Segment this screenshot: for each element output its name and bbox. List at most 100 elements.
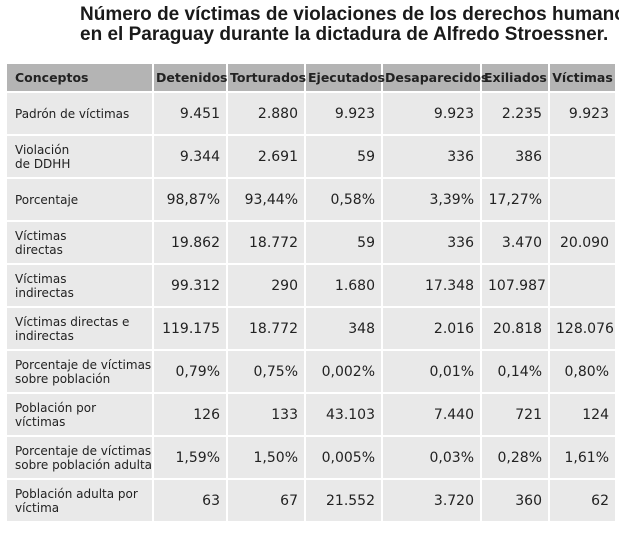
row-label-line: víctimas	[15, 414, 66, 429]
row-label-line: Porcentaje	[15, 192, 79, 207]
row-label-line: Víctimas	[15, 228, 67, 243]
table-cell: 3,39%	[381, 177, 482, 222]
table-row: Violación de DDHH 9.344 2.691 59 336 386	[5, 134, 617, 179]
table-cell: 93,44%	[226, 177, 306, 222]
table-cell	[548, 263, 617, 308]
table-cell: 0,002%	[304, 349, 383, 394]
table-cell: 18.772	[226, 306, 306, 351]
row-label-line: Porcentaje de víctimas	[15, 357, 152, 372]
table-cell: 336	[381, 134, 482, 179]
column-header: Exiliados	[480, 62, 550, 93]
table-cell: 20.090	[548, 220, 617, 265]
row-label: Víctimas directas e indirectas	[5, 306, 154, 351]
column-header: Víctimas	[548, 62, 617, 93]
table-cell: 0,79%	[152, 349, 228, 394]
table-row: Población adulta por víctima 63 67 21.552 3.7…	[5, 478, 617, 523]
table-cell: 9.923	[381, 91, 482, 136]
table-cell: 126	[152, 392, 228, 437]
table-cell	[548, 177, 617, 222]
row-label-line: directas	[15, 242, 63, 257]
table-row: Porcentaje de víctimas sobre población 0,7…	[5, 349, 617, 394]
row-label-line: indirectas	[15, 328, 74, 343]
row-label-line: Población adulta por	[15, 486, 138, 501]
row-label: Padrón de víctimas	[5, 91, 154, 136]
table-cell: 721	[480, 392, 550, 437]
table-row: Porcentaje de víctimas sobre población ad…	[5, 435, 617, 480]
table-row: Víctimas indirectas 99.312 290 1.680 17.348 10…	[5, 263, 617, 308]
table-row: Población por víctimas 126 133 43.103 7.440 72…	[5, 392, 617, 437]
table-cell: 9.344	[152, 134, 228, 179]
table-cell: 9.923	[548, 91, 617, 136]
table-cell: 119.175	[152, 306, 228, 351]
row-label: Víctimas indirectas	[5, 263, 154, 308]
table-cell: 360	[480, 478, 550, 523]
table-cell: 7.440	[381, 392, 482, 437]
table-cell: 1,61%	[548, 435, 617, 480]
row-label-line: Violación	[15, 142, 70, 157]
table-cell: 386	[480, 134, 550, 179]
table-cell: 21.552	[304, 478, 383, 523]
table-cell: 9.923	[304, 91, 383, 136]
table-cell: 0,80%	[548, 349, 617, 394]
header-row: Conceptos Detenidos Torturados Ejecutados De…	[5, 62, 617, 93]
table-cell: 0,005%	[304, 435, 383, 480]
table-cell: 99.312	[152, 263, 228, 308]
table-cell: 0,75%	[226, 349, 306, 394]
table-cell: 67	[226, 478, 306, 523]
row-label: Porcentaje	[5, 177, 154, 222]
row-label-line: de DDHH	[15, 156, 71, 171]
table-cell: 348	[304, 306, 383, 351]
title-line: en el Paraguay durante la dictadura de A…	[80, 24, 609, 45]
row-label-line: Víctimas	[15, 271, 67, 286]
row-label-line: Víctimas directas e	[15, 314, 130, 329]
table-cell: 98,87%	[152, 177, 228, 222]
row-label: Víctimas directas	[5, 220, 154, 265]
table-cell: 107.987	[480, 263, 550, 308]
row-label: Violación de DDHH	[5, 134, 154, 179]
title-line: Número de víctimas de violaciones de los…	[80, 4, 619, 25]
table-cell: 290	[226, 263, 306, 308]
table-cell: 59	[304, 134, 383, 179]
table-cell: 2.691	[226, 134, 306, 179]
table-cell: 17.348	[381, 263, 482, 308]
table-body: Padrón de víctimas 9.451 2.880 9.923 9.923 2.…	[5, 91, 617, 523]
row-label-line: Población por	[15, 400, 97, 415]
table-cell: 0,28%	[480, 435, 550, 480]
table-row: Víctimas directas 19.862 18.772 59 336 3.470 20…	[5, 220, 617, 265]
row-label: Porcentaje de víctimas sobre población	[5, 349, 154, 394]
table-cell: 1.680	[304, 263, 383, 308]
data-table: Conceptos Detenidos Torturados Ejecutados De…	[5, 62, 617, 523]
table-cell: 63	[152, 478, 228, 523]
row-label: Porcentaje de víctimas sobre población ad…	[5, 435, 154, 480]
column-header: Conceptos	[5, 62, 154, 93]
row-label-line: Padrón de víctimas	[15, 106, 130, 121]
table-cell: 2.880	[226, 91, 306, 136]
column-header: Ejecutados	[304, 62, 385, 93]
row-label: Población adulta por víctima	[5, 478, 154, 523]
table-cell: 62	[548, 478, 617, 523]
table-row: Víctimas directas e indirectas 119.175 18.7…	[5, 306, 617, 351]
table-cell: 0,03%	[381, 435, 482, 480]
table-row: Porcentaje 98,87% 93,44% 0,58% 3,39% 17,27%	[5, 177, 617, 222]
table-cell: 3.470	[480, 220, 550, 265]
table-cell: 20.818	[480, 306, 550, 351]
column-header: Torturados	[226, 62, 306, 93]
row-label: Población por víctimas	[5, 392, 154, 437]
table-cell: 1,59%	[152, 435, 228, 480]
row-label-line: sobre población	[15, 371, 111, 386]
title: Número de víctimas de violaciones de los…	[80, 4, 619, 45]
column-header: Desaparecidos	[381, 62, 488, 93]
table-cell: 2.016	[381, 306, 482, 351]
table-cell: 59	[304, 220, 383, 265]
table-cell: 0,14%	[480, 349, 550, 394]
table-cell: 17,27%	[480, 177, 550, 222]
table-cell: 2.235	[480, 91, 550, 136]
table-cell: 0,58%	[304, 177, 383, 222]
table-cell: 9.451	[152, 91, 228, 136]
table-cell: 128.076	[548, 306, 617, 351]
table-cell: 133	[226, 392, 306, 437]
table-cell: 124	[548, 392, 617, 437]
table-cell: 19.862	[152, 220, 228, 265]
table-cell: 336	[381, 220, 482, 265]
